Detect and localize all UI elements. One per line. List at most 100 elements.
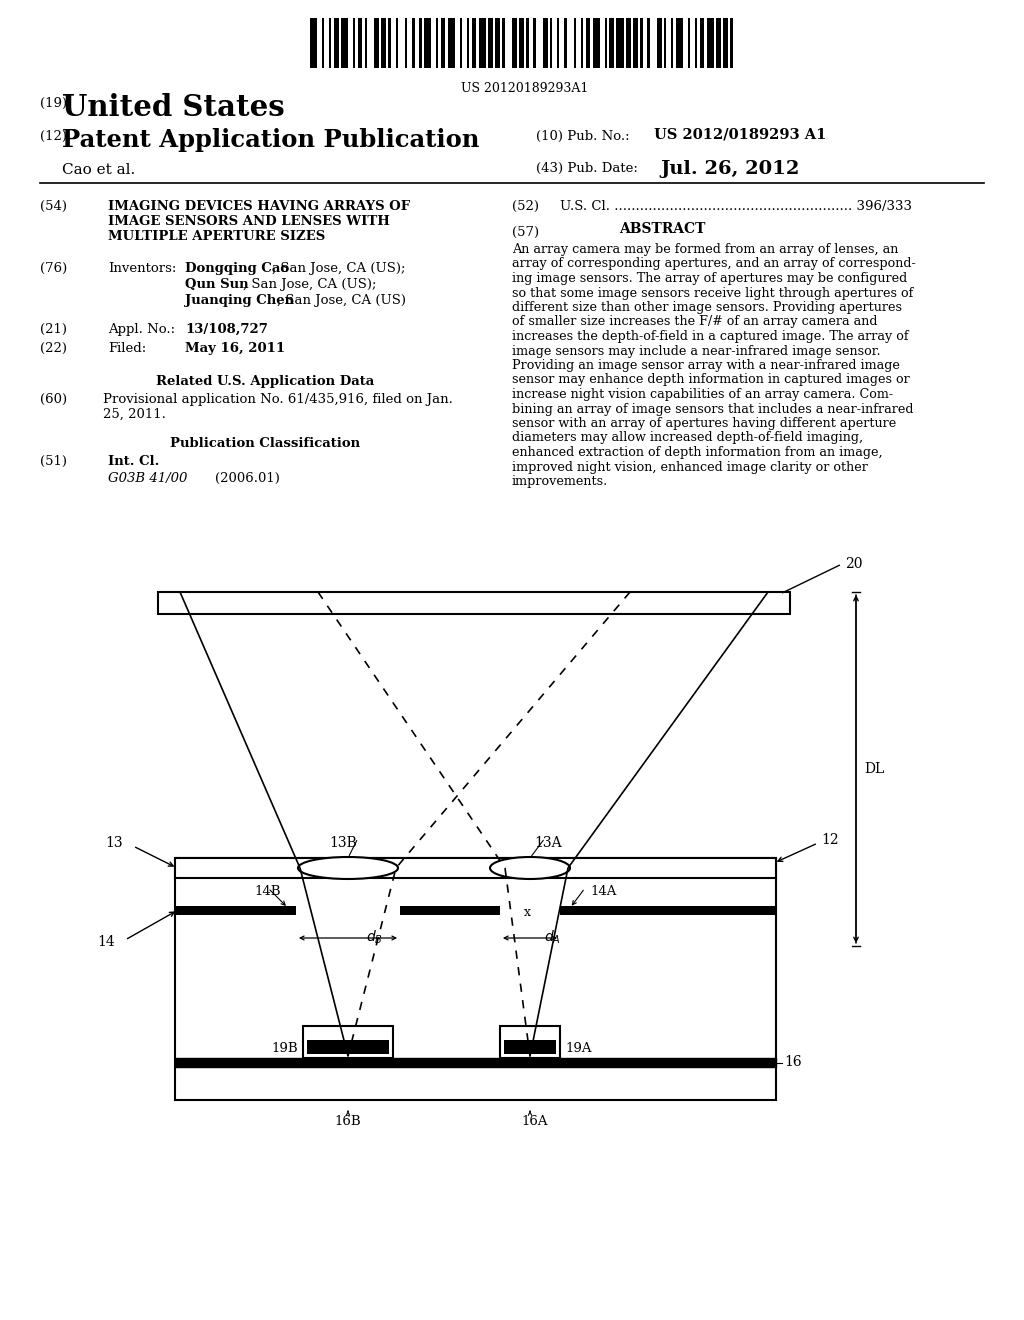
Bar [676,18,683,69]
Text: $d_A$: $d_A$ [544,928,561,945]
Bar [467,18,469,69]
Text: 16A: 16A [522,1115,548,1129]
Text: Provisional application No. 61/435,916, filed on Jan.: Provisional application No. 61/435,916, … [103,393,453,407]
Bar [488,18,493,69]
Text: Dongqing Cao: Dongqing Cao [185,261,289,275]
Text: Providing an image sensor array with a near-infrared image: Providing an image sensor array with a n… [512,359,900,372]
Bar [175,858,776,1100]
Text: diameters may allow increased depth-of-field imaging,: diameters may allow increased depth-of-f… [512,432,863,445]
Text: Qun Sun: Qun Sun [185,279,249,290]
Text: (54): (54) [40,201,67,213]
Bar [400,906,500,915]
Bar [688,18,690,69]
Text: ing image sensors. The array of apertures may be configured: ing image sensors. The array of aperture… [512,272,907,285]
Text: Juanqing Chen: Juanqing Chen [185,294,294,308]
Bar [604,18,607,69]
Bar [496,18,500,69]
Text: IMAGING DEVICES HAVING ARRAYS OF: IMAGING DEVICES HAVING ARRAYS OF [108,201,411,213]
Text: US 2012/0189293 A1: US 2012/0189293 A1 [654,128,826,143]
Text: (22): (22) [40,342,67,355]
Text: IMAGE SENSORS AND LENSES WITH: IMAGE SENSORS AND LENSES WITH [108,215,390,228]
Text: 19A: 19A [565,1041,592,1055]
Bar [581,18,584,69]
Text: 19B: 19B [271,1041,298,1055]
Bar [716,18,721,69]
Bar [656,18,662,69]
Bar [699,18,705,69]
Text: x: x [523,906,530,919]
Bar [175,906,296,915]
Text: enhanced extraction of depth information from an image,: enhanced extraction of depth information… [512,446,883,459]
Text: different size than other image sensors. Providing apertures: different size than other image sensors.… [512,301,902,314]
Text: image sensors may include a near-infrared image sensor.: image sensors may include a near-infrare… [512,345,881,358]
Text: Appl. No.:: Appl. No.: [108,323,175,337]
Text: May 16, 2011: May 16, 2011 [185,342,285,355]
Bar [440,18,445,69]
Text: bining an array of image sensors that includes a near-infrared: bining an array of image sensors that in… [512,403,913,416]
Text: (51): (51) [40,455,67,469]
Text: ABSTRACT: ABSTRACT [618,222,706,236]
Text: US 20120189293A1: US 20120189293A1 [462,82,589,95]
Bar [586,18,590,69]
Text: (19): (19) [40,96,68,110]
Bar [341,18,348,69]
Text: 12: 12 [821,833,839,847]
Text: 14B: 14B [255,884,282,898]
Bar [322,18,325,69]
Text: Related U.S. Application Data: Related U.S. Application Data [156,375,374,388]
Bar [512,18,517,69]
Text: Inventors:: Inventors: [108,261,176,275]
Bar [695,18,697,69]
Text: (21): (21) [40,323,67,337]
Bar [640,18,643,69]
Bar [412,18,415,69]
Text: Cao et al.: Cao et al. [62,162,135,177]
Bar [334,18,339,69]
Bar [365,18,367,69]
Text: (76): (76) [40,261,68,275]
Bar [723,18,728,69]
Text: 13A: 13A [535,836,562,850]
Bar [503,18,505,69]
Bar [374,18,379,69]
Bar [557,18,559,69]
Text: 25, 2011.: 25, 2011. [103,408,166,421]
Ellipse shape [490,857,570,879]
Text: Jul. 26, 2012: Jul. 26, 2012 [660,160,800,178]
Bar [310,18,317,69]
Text: Filed:: Filed: [108,342,146,355]
Text: (10) Pub. No.:: (10) Pub. No.: [536,129,630,143]
Bar [478,18,485,69]
Text: improvements.: improvements. [512,475,608,488]
Text: Publication Classification: Publication Classification [170,437,360,450]
Text: $d_B$: $d_B$ [366,928,383,945]
Bar [424,18,431,69]
Bar [436,18,438,69]
Bar [307,1040,389,1053]
Text: (43) Pub. Date:: (43) Pub. Date: [536,162,638,176]
Bar [707,18,714,69]
Text: increases the depth-of-field in a captured image. The array of: increases the depth-of-field in a captur… [512,330,908,343]
Bar [504,1040,556,1053]
Bar [671,18,674,69]
Bar [158,591,790,614]
Text: 14A: 14A [590,884,616,898]
Bar [730,18,733,69]
Bar [616,18,624,69]
Bar [471,18,476,69]
Bar [352,18,355,69]
Text: (57): (57) [512,226,539,239]
Text: Int. Cl.: Int. Cl. [108,455,160,469]
Text: Patent Application Publication: Patent Application Publication [62,128,479,152]
Text: , San Jose, CA (US);: , San Jose, CA (US); [272,261,406,275]
Ellipse shape [298,857,398,879]
Text: MULTIPLE APERTURE SIZES: MULTIPLE APERTURE SIZES [108,230,326,243]
Bar [564,18,566,69]
Bar [647,18,649,69]
Bar [626,18,631,69]
Text: sensor may enhance depth information in captured images or: sensor may enhance depth information in … [512,374,909,387]
Bar [593,18,600,69]
Text: 13B: 13B [329,836,357,850]
Bar [526,18,528,69]
Text: so that some image sensors receive light through apertures of: so that some image sensors receive light… [512,286,913,300]
